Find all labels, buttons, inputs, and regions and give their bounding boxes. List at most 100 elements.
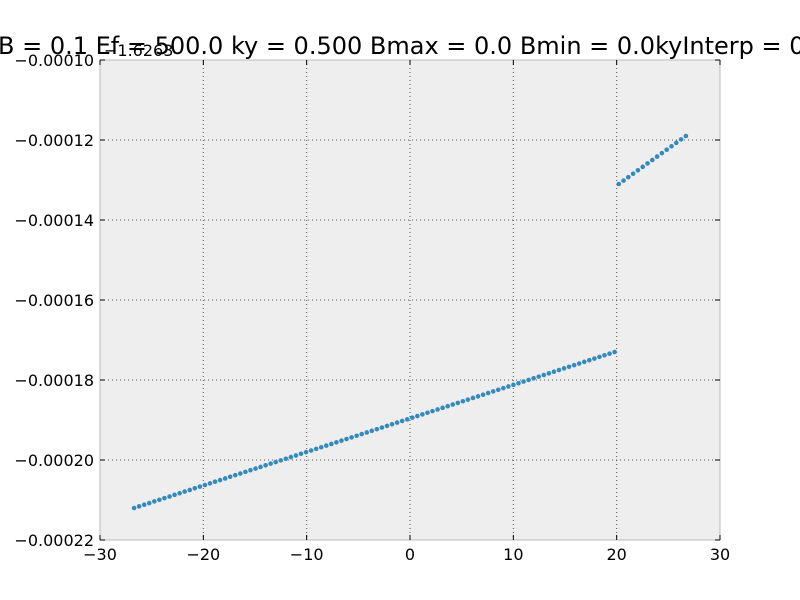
data-point xyxy=(576,361,582,366)
chart-title: B = 0.1 Ef = 500.0 ky = 0.500 Bmax = 0.0… xyxy=(0,32,800,60)
data-point xyxy=(146,500,152,506)
data-point xyxy=(669,143,674,149)
data-point xyxy=(354,433,359,439)
data-point xyxy=(374,426,380,432)
data-point xyxy=(207,481,213,486)
data-point xyxy=(202,482,208,488)
data-point xyxy=(394,420,400,425)
data-point xyxy=(664,147,670,153)
data-point xyxy=(136,504,142,509)
data-point xyxy=(440,405,445,411)
y-offset-label: −1.6263 xyxy=(104,41,173,60)
data-point xyxy=(678,137,684,142)
data-point xyxy=(131,505,137,511)
data-point xyxy=(556,367,562,373)
data-point xyxy=(308,448,314,453)
data-point xyxy=(616,181,622,187)
data-point xyxy=(243,469,248,475)
data-point xyxy=(612,349,617,355)
data-point xyxy=(318,444,324,450)
data-point xyxy=(273,459,279,465)
data-point xyxy=(571,362,577,368)
data-point xyxy=(511,382,516,388)
data-point xyxy=(541,372,547,378)
data-point xyxy=(222,476,228,481)
data-point xyxy=(212,479,218,485)
data-points xyxy=(131,133,689,511)
data-point xyxy=(475,394,481,399)
y-tick-label: −0.00020 xyxy=(14,451,94,470)
data-point xyxy=(324,443,329,448)
data-point xyxy=(506,384,511,389)
data-point xyxy=(192,485,198,491)
x-tick-label: 0 xyxy=(405,545,415,564)
data-point xyxy=(293,453,299,458)
data-point xyxy=(581,359,587,365)
tick-marks xyxy=(99,59,721,541)
x-tick-label: 10 xyxy=(503,545,523,564)
data-point xyxy=(683,133,689,139)
data-point xyxy=(521,379,526,384)
data-point xyxy=(399,418,405,424)
data-point xyxy=(288,454,294,460)
data-point xyxy=(157,497,162,503)
data-point xyxy=(597,354,602,360)
data-point xyxy=(349,435,354,440)
data-point xyxy=(339,438,344,443)
data-point xyxy=(450,402,456,407)
grid-lines xyxy=(100,60,720,540)
data-point xyxy=(258,464,263,470)
data-point xyxy=(587,357,592,363)
data-point xyxy=(344,436,349,442)
data-point xyxy=(182,489,187,494)
y-tick-label: −0.00016 xyxy=(14,291,94,310)
data-point xyxy=(536,374,542,379)
data-point xyxy=(501,385,506,391)
data-point xyxy=(298,451,304,457)
data-point xyxy=(172,492,177,498)
data-point xyxy=(379,425,385,430)
data-point xyxy=(546,371,552,376)
y-tick-label: −0.00012 xyxy=(14,131,94,150)
data-point xyxy=(420,412,425,417)
data-point xyxy=(602,352,607,358)
data-point xyxy=(654,154,660,159)
data-point xyxy=(197,484,203,489)
data-point xyxy=(607,351,612,356)
data-point xyxy=(460,398,466,404)
data-point xyxy=(495,387,501,393)
data-point xyxy=(485,390,491,396)
data-point xyxy=(364,430,370,435)
data-point xyxy=(531,375,536,381)
data-point xyxy=(435,407,440,412)
x-tick-label: 30 xyxy=(710,545,730,564)
data-point xyxy=(359,431,365,437)
data-point xyxy=(645,161,650,166)
data-point xyxy=(263,463,268,468)
data-point xyxy=(238,471,243,476)
x-tick-label: −30 xyxy=(83,545,117,564)
data-point xyxy=(592,356,597,361)
data-point xyxy=(167,494,172,499)
x-tick-label: −20 xyxy=(186,545,220,564)
data-point xyxy=(526,377,531,383)
data-point xyxy=(551,369,557,375)
data-point xyxy=(303,449,309,455)
data-point xyxy=(455,400,461,406)
data-point xyxy=(425,410,430,416)
data-point xyxy=(465,397,471,402)
x-tick-label: 20 xyxy=(606,545,626,564)
data-point xyxy=(409,415,415,420)
y-tick-label: −0.00018 xyxy=(14,371,94,390)
data-point xyxy=(490,389,496,394)
data-point xyxy=(313,446,319,452)
data-point xyxy=(329,441,334,447)
data-point xyxy=(659,150,665,156)
data-point xyxy=(248,467,253,473)
data-point xyxy=(415,413,420,419)
data-point xyxy=(480,392,486,397)
data-point xyxy=(640,164,646,170)
data-point xyxy=(389,421,395,427)
data-point xyxy=(630,171,636,177)
